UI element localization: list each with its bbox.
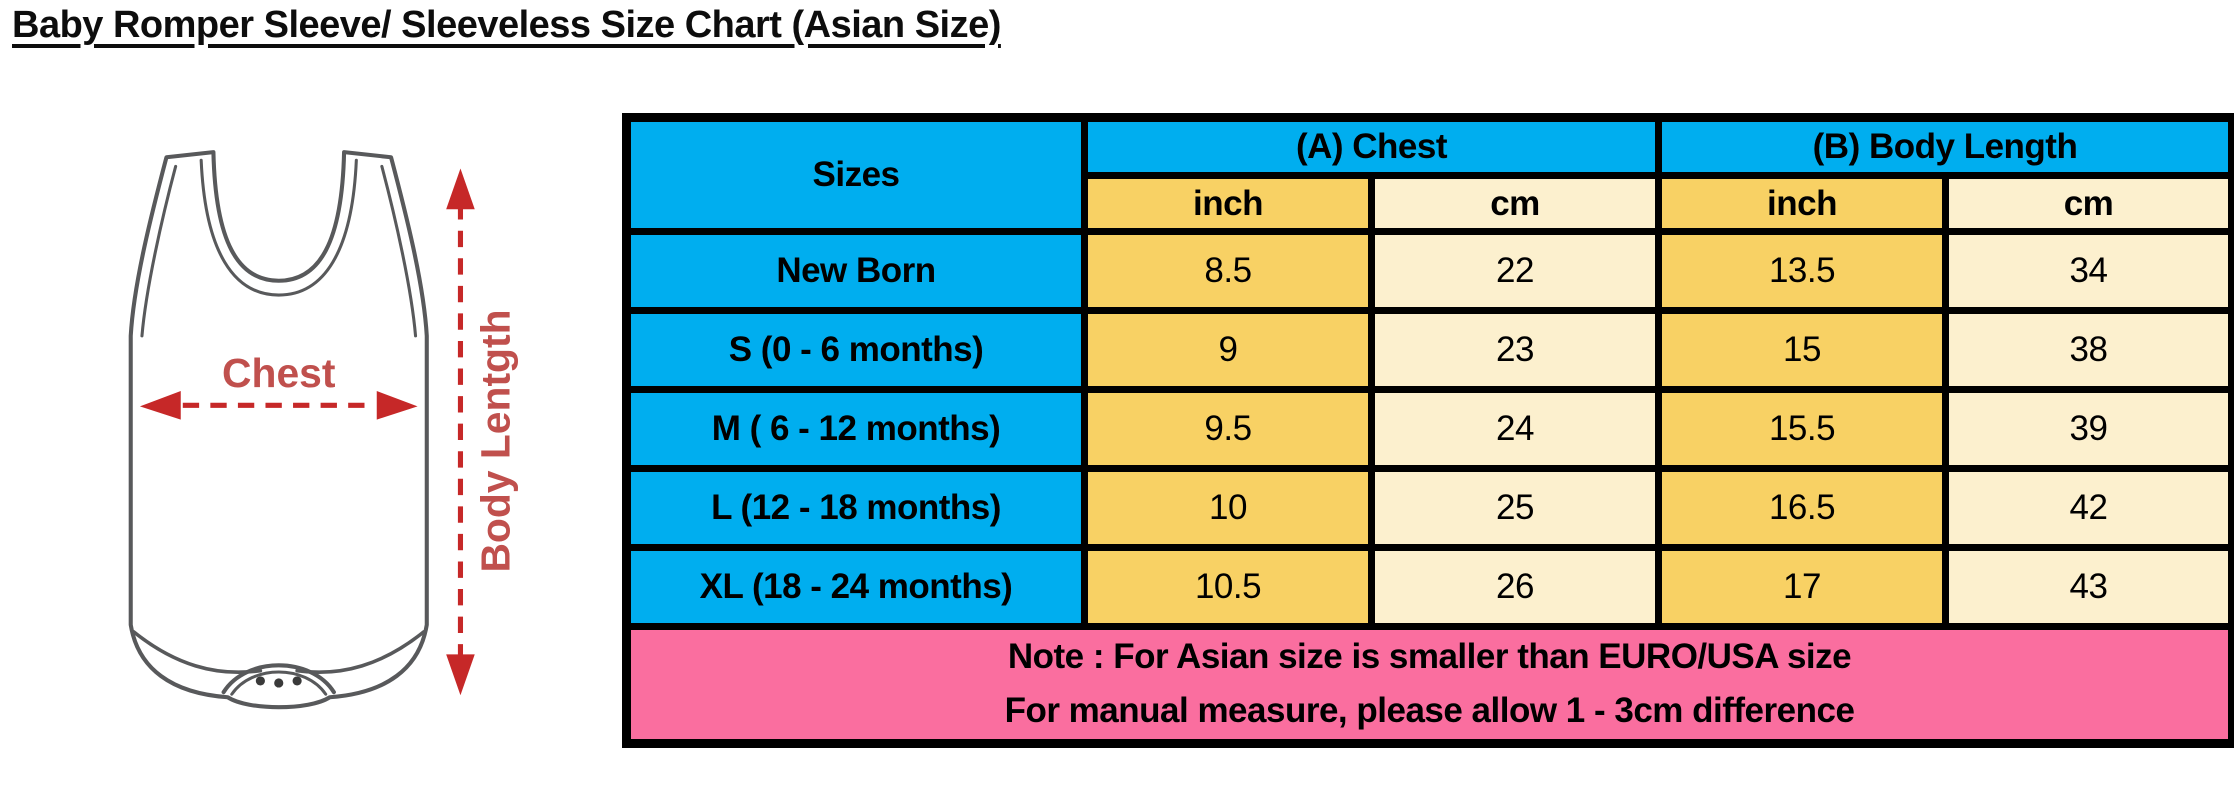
table-row: XL (18 - 24 months) 10.5 26 17 43	[623, 544, 2234, 630]
chest-inch-cell: 10	[1081, 465, 1375, 551]
body-cm-cell: 39	[1942, 386, 2234, 472]
chest-cm-cell: 23	[1368, 307, 1662, 393]
body-cm-cell: 38	[1942, 307, 2234, 393]
table-row: New Born 8.5 22 13.5 34	[623, 228, 2234, 314]
size-cell: L (12 - 18 months)	[623, 465, 1088, 551]
chest-cm-cell: 26	[1368, 544, 1662, 630]
snap-buttons	[255, 676, 302, 688]
romper-outline	[128, 150, 429, 710]
chest-inch-cell: 9	[1081, 307, 1375, 393]
romper-measurement-diagram: Chest Body Lentgth	[128, 150, 518, 710]
unit-header-row: inch cm inch cm	[627, 172, 2234, 235]
table-row: M ( 6 - 12 months) 9.5 24 15.5 39	[623, 386, 2234, 472]
chest-group-header: (A) Chest	[1081, 114, 1662, 179]
body-cm-cell: 42	[1942, 465, 2234, 551]
body-length-label: Body Lentgth	[472, 309, 518, 572]
size-cell: XL (18 - 24 months)	[623, 544, 1088, 630]
body-inch-cell: 13.5	[1655, 228, 1949, 314]
page-title: Baby Romper Sleeve/ Sleeveless Size Char…	[12, 4, 1001, 46]
chest-arrow	[139, 391, 418, 420]
note-line-2: For manual measure, please allow 1 - 3cm…	[1004, 691, 1855, 731]
body-length-cm-header: cm	[1942, 172, 2234, 235]
chest-cm-cell: 25	[1368, 465, 1662, 551]
body-cm-cell: 34	[1942, 228, 2234, 314]
sizes-column-header: Sizes	[623, 114, 1088, 235]
chest-cm-cell: 24	[1368, 386, 1662, 472]
body-length-inch-header: inch	[1655, 172, 1949, 235]
body-inch-cell: 17	[1655, 544, 1949, 630]
note-cell: Note : For Asian size is smaller than EU…	[623, 623, 2234, 747]
table-row: S (0 - 6 months) 9 23 15 38	[623, 307, 2234, 393]
body-inch-cell: 16.5	[1655, 465, 1949, 551]
body-cm-cell: 43	[1942, 544, 2234, 630]
table-row: L (12 - 18 months) 10 25 16.5 42	[623, 465, 2234, 551]
chest-inch-header: inch	[1081, 172, 1375, 235]
size-cell: S (0 - 6 months)	[623, 307, 1088, 393]
size-cell: M ( 6 - 12 months)	[623, 386, 1088, 472]
note-row: Note : For Asian size is smaller than EU…	[623, 623, 2234, 747]
body-length-arrow	[446, 168, 475, 696]
chest-cm-cell: 22	[1368, 228, 1662, 314]
chest-inch-cell: 8.5	[1081, 228, 1375, 314]
note-line-1: Note : For Asian size is smaller than EU…	[1007, 637, 1852, 676]
chest-inch-cell: 9.5	[1081, 386, 1375, 472]
body-length-group-header: (B) Body Length	[1655, 114, 2234, 179]
chest-label: Chest	[222, 350, 336, 396]
chest-inch-cell: 10.5	[1081, 544, 1375, 630]
body-inch-cell: 15.5	[1655, 386, 1949, 472]
chest-cm-header: cm	[1368, 172, 1662, 235]
size-cell: New Born	[623, 228, 1088, 314]
body-inch-cell: 15	[1655, 307, 1949, 393]
group-header-row: Sizes (A) Chest (B) Body Length	[623, 114, 2234, 235]
size-chart-table: Sizes (A) Chest (B) Body Length inch cm …	[622, 113, 2234, 748]
